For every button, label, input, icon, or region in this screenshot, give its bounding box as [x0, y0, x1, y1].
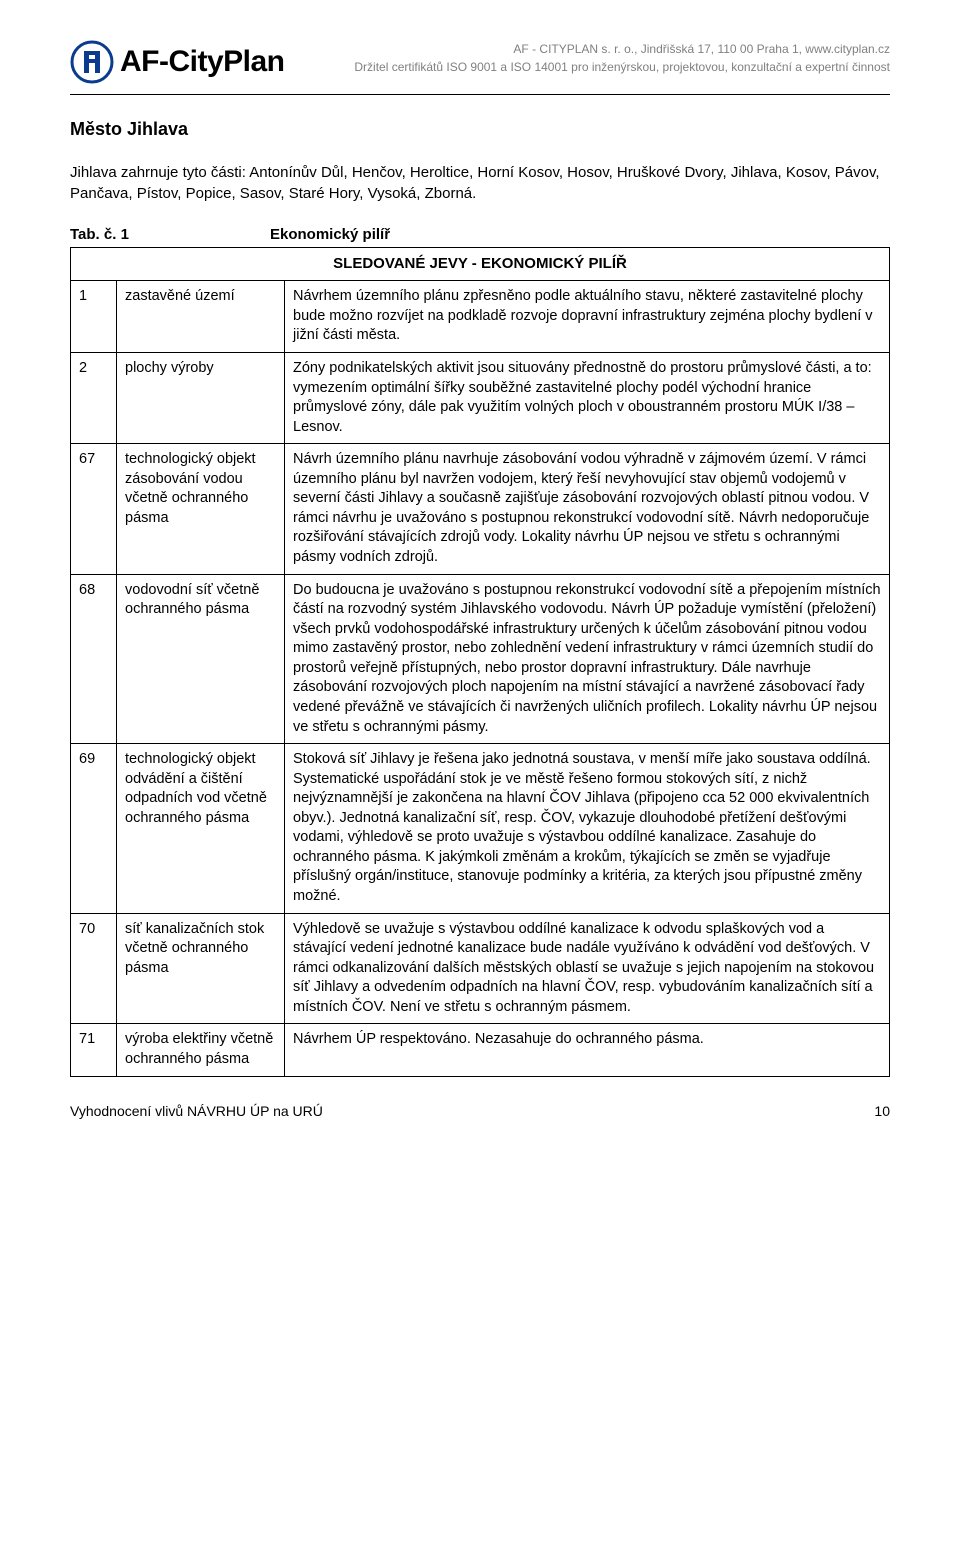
page-header: AF-CityPlan AF - CITYPLAN s. r. o., Jind… [70, 40, 890, 84]
header-line1: AF - CITYPLAN s. r. o., Jindřišská 17, 1… [354, 40, 890, 58]
row-number: 2 [71, 352, 117, 443]
table-row: 70síť kanalizačních stok včetně ochranné… [71, 913, 890, 1024]
footer-left: Vyhodnocení vlivů NÁVRHU ÚP na URÚ [70, 1103, 323, 1119]
table-row: 69technologický objekt odvádění a čištěn… [71, 744, 890, 914]
table-row: 67technologický objekt zásobování vodou … [71, 444, 890, 574]
caption-number: Tab. č. 1 [70, 226, 270, 243]
table-row: 1zastavěné územíNávrhem územního plánu z… [71, 281, 890, 353]
caption-title: Ekonomický pilíř [270, 226, 390, 243]
row-label: technologický objekt odvádění a čištění … [117, 744, 285, 914]
page-footer: Vyhodnocení vlivů NÁVRHU ÚP na URÚ 10 [70, 1103, 890, 1119]
row-text: Stoková síť Jihlavy je řešena jako jedno… [285, 744, 890, 914]
table-caption: Tab. č. 1 Ekonomický pilíř [70, 226, 890, 243]
table-row: 71výroba elektřiny včetně ochranného pás… [71, 1024, 890, 1076]
row-label: technologický objekt zásobování vodou vč… [117, 444, 285, 574]
table-row: 2plochy výrobyZóny podnikatelských aktiv… [71, 352, 890, 443]
row-label: plochy výroby [117, 352, 285, 443]
row-number: 69 [71, 744, 117, 914]
row-text: Návrh územního plánu navrhuje zásobování… [285, 444, 890, 574]
header-right: AF - CITYPLAN s. r. o., Jindřišská 17, 1… [354, 40, 890, 76]
row-number: 68 [71, 574, 117, 744]
row-text: Návrhem ÚP respektováno. Nezasahuje do o… [285, 1024, 890, 1076]
row-number: 70 [71, 913, 117, 1024]
af-logo-icon [70, 40, 114, 84]
table-header-cell: SLEDOVANÉ JEVY - EKONOMICKÝ PILÍŘ [71, 248, 890, 281]
row-label: výroba elektřiny včetně ochranného pásma [117, 1024, 285, 1076]
row-text: Návrhem územního plánu zpřesněno podle a… [285, 281, 890, 353]
row-label: vodovodní síť včetně ochranného pásma [117, 574, 285, 744]
row-text: Do budoucna je uvažováno s postupnou rek… [285, 574, 890, 744]
row-text: Výhledově se uvažuje s výstavbou oddílné… [285, 913, 890, 1024]
page-title: Město Jihlava [70, 119, 890, 140]
page: AF-CityPlan AF - CITYPLAN s. r. o., Jind… [0, 0, 960, 1159]
row-text: Zóny podnikatelských aktivit jsou situov… [285, 352, 890, 443]
header-line2: Držitel certifikátů ISO 9001 a ISO 14001… [354, 58, 890, 76]
table-row: 68vodovodní síť včetně ochranného pásmaD… [71, 574, 890, 744]
logo-text: AF-CityPlan [120, 45, 285, 79]
table-header-row: SLEDOVANÉ JEVY - EKONOMICKÝ PILÍŘ [71, 248, 890, 281]
intro-paragraph: Jihlava zahrnuje tyto části: Antonínův D… [70, 162, 890, 204]
row-label: síť kanalizačních stok včetně ochranného… [117, 913, 285, 1024]
header-divider [70, 94, 890, 95]
row-number: 71 [71, 1024, 117, 1076]
footer-page-number: 10 [874, 1103, 890, 1119]
logo-block: AF-CityPlan [70, 40, 285, 84]
row-label: zastavěné území [117, 281, 285, 353]
main-table: SLEDOVANÉ JEVY - EKONOMICKÝ PILÍŘ 1zasta… [70, 247, 890, 1077]
row-number: 1 [71, 281, 117, 353]
table-body: 1zastavěné územíNávrhem územního plánu z… [71, 281, 890, 1076]
row-number: 67 [71, 444, 117, 574]
